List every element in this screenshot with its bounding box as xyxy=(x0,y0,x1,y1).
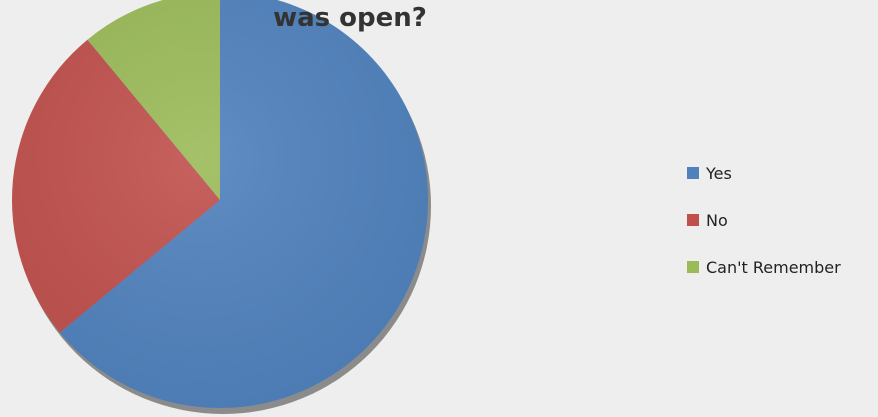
legend-label-can-t-remember: Can't Remember xyxy=(706,258,841,277)
legend-swatch-no xyxy=(687,214,699,226)
legend-label-no: No xyxy=(706,211,728,230)
legend-item-can-t-remember[interactable]: Can't Remember xyxy=(687,258,841,277)
legend-label-yes: Yes xyxy=(705,164,732,183)
legend-item-no[interactable]: No xyxy=(687,211,728,230)
legend-swatch-can-t-remember xyxy=(687,261,699,273)
legend-swatch-yes xyxy=(687,167,699,179)
legend-item-yes[interactable]: Yes xyxy=(687,164,732,183)
chart-title: was open? xyxy=(273,3,427,33)
legend: Yes No Can't Remember xyxy=(687,164,841,277)
pie-slices-group xyxy=(12,0,431,414)
